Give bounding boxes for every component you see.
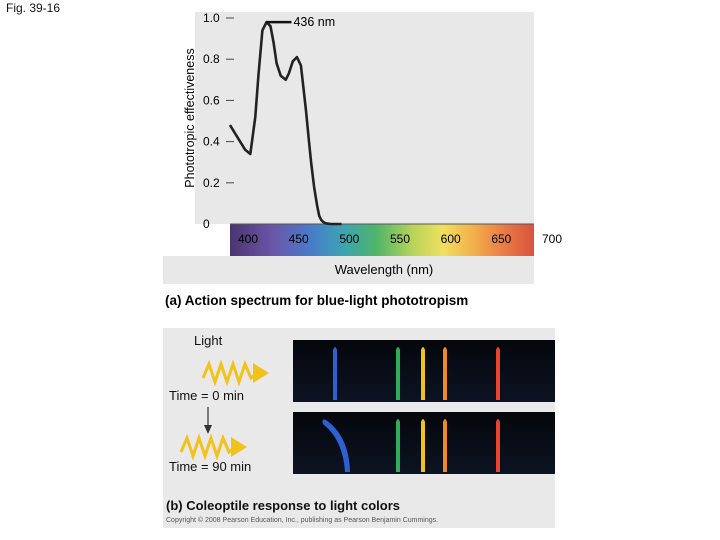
x-axis-label: Wavelength (nm) [335,262,434,277]
y-tick-label: 0.6 [203,93,220,107]
x-tick-label: 450 [289,232,309,246]
coleoptile-straight [496,347,500,400]
down-arrow-icon [204,407,212,434]
coleoptiles-time-0-photo [293,340,555,402]
y-axis-band [195,12,230,224]
y-tick-label: 1.0 [203,11,220,25]
light-wave-arrow-icon-2 [179,433,247,461]
x-tick-label: 700 [542,232,562,246]
panel-a-action-spectrum: 0 0.2 0.4 0.6 0.8 1.0 400 450 500 550 600 650 700 4… [163,11,562,308]
x-tick-label: 600 [441,232,461,246]
y-tick-label: 0.8 [203,52,220,66]
series-group [228,20,342,226]
panel-b-caption: (b) Coleoptile response to light colors [166,498,401,513]
time-0-label: Time = 0 min [169,388,245,403]
y-tick-group: 0 0.2 0.4 0.6 0.8 1.0 [203,11,234,231]
copyright-notice: Copyright © 2008 Pearson Education, Inc.… [166,517,439,524]
coleoptile-straight [421,347,425,400]
light-wave-arrow-icon [201,359,269,387]
x-tick-group: 400 450 500 550 600 650 700 [238,232,562,246]
x-label-band [163,256,534,284]
coleoptile-straight [443,419,447,472]
coleoptile-straight [421,419,425,472]
coleoptile-straight [333,347,337,400]
coleoptiles-time-90-image [322,419,500,472]
x-tick-label: 500 [339,232,359,246]
coleoptile-straight [443,347,447,400]
coleoptile-straight [396,347,400,400]
coleoptiles-time-0-image [333,347,500,400]
x-tick-label: 400 [238,232,258,246]
peak-annotation: 436 nm [266,15,335,29]
y-axis-label: Phototropic effectiveness [183,48,197,187]
x-tick-label: 650 [491,232,511,246]
time-90-label: Time = 90 min [169,459,252,474]
chart-title: (a) Action spectrum for blue-light photo… [165,293,468,308]
coleoptile-bent [322,419,350,472]
spectrum-band [230,224,534,256]
action-spectrum-chart: 0 0.2 0.4 0.6 0.8 1.0 400 450 500 550 600 650 700 4… [163,11,562,308]
action-spectrum-line [228,20,342,226]
figure-label: Fig. 39-16 [6,1,61,15]
coleoptiles-time-90-photo [293,412,555,474]
light-label: Light [194,333,223,348]
plot-background [230,12,534,224]
y-tick-label: 0.2 [203,176,220,190]
x-tick-label: 550 [390,232,410,246]
y-tick-label: 0.4 [203,135,220,149]
coleoptile-straight [496,419,500,472]
panel-b-coleoptile-response: Light Time = 0 min Time = 90 min (b) Col… [163,328,555,528]
annotation-label: 436 nm [293,15,335,29]
coleoptile-straight [396,419,400,472]
y-tick-label: 0 [203,217,210,231]
